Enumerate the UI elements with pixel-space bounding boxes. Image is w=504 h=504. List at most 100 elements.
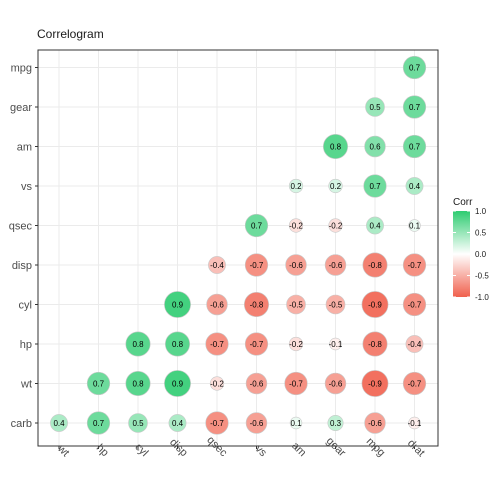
correlation-value-label: 0.8 [132,340,144,349]
legend-tick-label: 1.0 [475,207,487,216]
correlation-circle [322,134,348,160]
legend-tick-label: -1.0 [475,293,489,302]
correlation-value-label: -0.7 [250,340,264,349]
correlation-cells: 0.7 0.5 0.7 0.8 0.6 0.7 0.2 0.2 0.7 0.4 0.7 -0.2 -0.… [50,55,427,435]
correlation-value-label: 0.4 [172,419,184,428]
y-tick-label: carb [11,418,32,430]
y-tick-label: wt [20,379,32,391]
correlation-circle [365,97,385,117]
correlation-value-label: 0.6 [369,143,381,152]
correlation-circle [362,331,388,357]
correlation-value-label: -0.6 [329,261,343,270]
panel-border [37,49,439,447]
correlation-value-label: -0.1 [408,419,422,428]
correlation-value-label: 0.8 [172,340,184,349]
correlation-circle [245,412,268,434]
correlation-circle [361,291,389,318]
correlation-circle [405,335,424,353]
correlation-value-label: -0.7 [250,261,264,270]
x-tick-label: cyl [132,441,150,459]
correlation-circle [408,416,421,430]
correlation-value-label: -0.9 [368,301,382,310]
correlation-value-label: -0.5 [329,301,343,310]
y-axis-ticks: carb wt hp cyl disp qsec vs am gear mpg [9,63,38,430]
y-tick-label: qsec [9,221,33,233]
correlation-circle [288,218,304,233]
x-tick-label: hp [94,442,111,459]
correlation-value-label: -0.2 [289,340,303,349]
correlation-circle [168,414,187,432]
y-tick-label: gear [10,102,32,114]
y-tick-label: hp [20,339,32,351]
x-tick-label: drat [405,437,427,459]
correlation-value-label: -0.8 [250,301,264,310]
chart-title: Correlogram [37,27,104,41]
correlation-value-label: 0.7 [93,380,105,389]
correlation-value-label: 0.1 [290,419,302,428]
correlation-value-label: 0.9 [172,380,184,389]
correlation-value-label: -0.2 [210,380,224,389]
x-tick-label: am [289,440,308,459]
legend-colorbar [453,211,470,297]
correlation-circle [164,291,191,318]
correlation-circle [165,331,191,357]
correlation-circle [284,371,308,396]
y-tick-label: mpg [11,63,32,75]
correlation-circle [86,411,111,435]
correlation-circle [128,413,148,433]
x-tick-label: qsec [204,434,229,459]
correlation-value-label: -0.6 [368,419,382,428]
x-tick-label: gear [324,435,348,459]
correlation-value-label: 0.2 [330,182,342,191]
correlation-circle [285,254,307,276]
correlation-value-label: 0.5 [132,419,144,428]
correlation-value-label: 0.7 [251,222,263,231]
correlation-circle [288,336,304,352]
x-tick-label: disp [167,436,190,459]
x-tick-label: vs [253,443,270,460]
correlation-value-label: -0.6 [329,380,343,389]
correlation-value-label: 0.9 [172,301,184,310]
correlation-value-label: -0.8 [368,340,382,349]
correlation-circle [286,294,306,315]
correlation-value-label: -0.1 [329,340,343,349]
correlation-value-label: -0.7 [408,261,422,270]
correlation-circle [327,414,344,431]
correlation-circle [244,291,270,317]
correlation-circle [364,135,386,158]
correlation-circle [405,177,424,195]
correlation-circle [125,331,151,357]
x-tick-label: wt [54,442,71,459]
correlation-circle [325,294,346,315]
correlation-circle [402,371,427,396]
correlation-circle [205,411,229,435]
correlation-circle [328,218,343,233]
x-tick-label: mpg [364,435,388,459]
legend-tick-label: -0.5 [475,272,489,281]
correlation-circle [328,178,343,194]
y-tick-label: vs [21,181,33,193]
correlation-circle [86,371,111,396]
correlation-value-label: 0.7 [409,64,421,73]
legend-ticks: 1.0 0.5 0.0 -0.5 -1.0 [453,207,489,302]
correlation-value-label: -0.7 [289,380,303,389]
correlation-circle [324,254,347,276]
correlation-value-label: 0.7 [409,103,421,112]
y-tick-label: disp [12,260,32,272]
correlation-circle [402,95,427,119]
correlation-circle [408,219,421,232]
correlation-circle [366,216,384,235]
correlation-circle [402,253,427,277]
correlation-value-label: -0.6 [210,301,224,310]
correlation-value-label: 0.3 [330,419,342,428]
correlation-circle [245,372,268,395]
correlation-value-label: -0.7 [408,301,422,310]
legend-title: Corr [453,197,473,208]
correlation-value-label: 0.7 [409,143,421,152]
correlation-value-label: 0.7 [369,182,381,191]
correlation-value-label: -0.2 [289,222,303,231]
y-tick-label: am [17,142,32,154]
legend-tick-label: 0.0 [475,250,487,259]
correlation-value-label: -0.6 [250,380,264,389]
correlation-value-label: 0.4 [409,182,421,191]
